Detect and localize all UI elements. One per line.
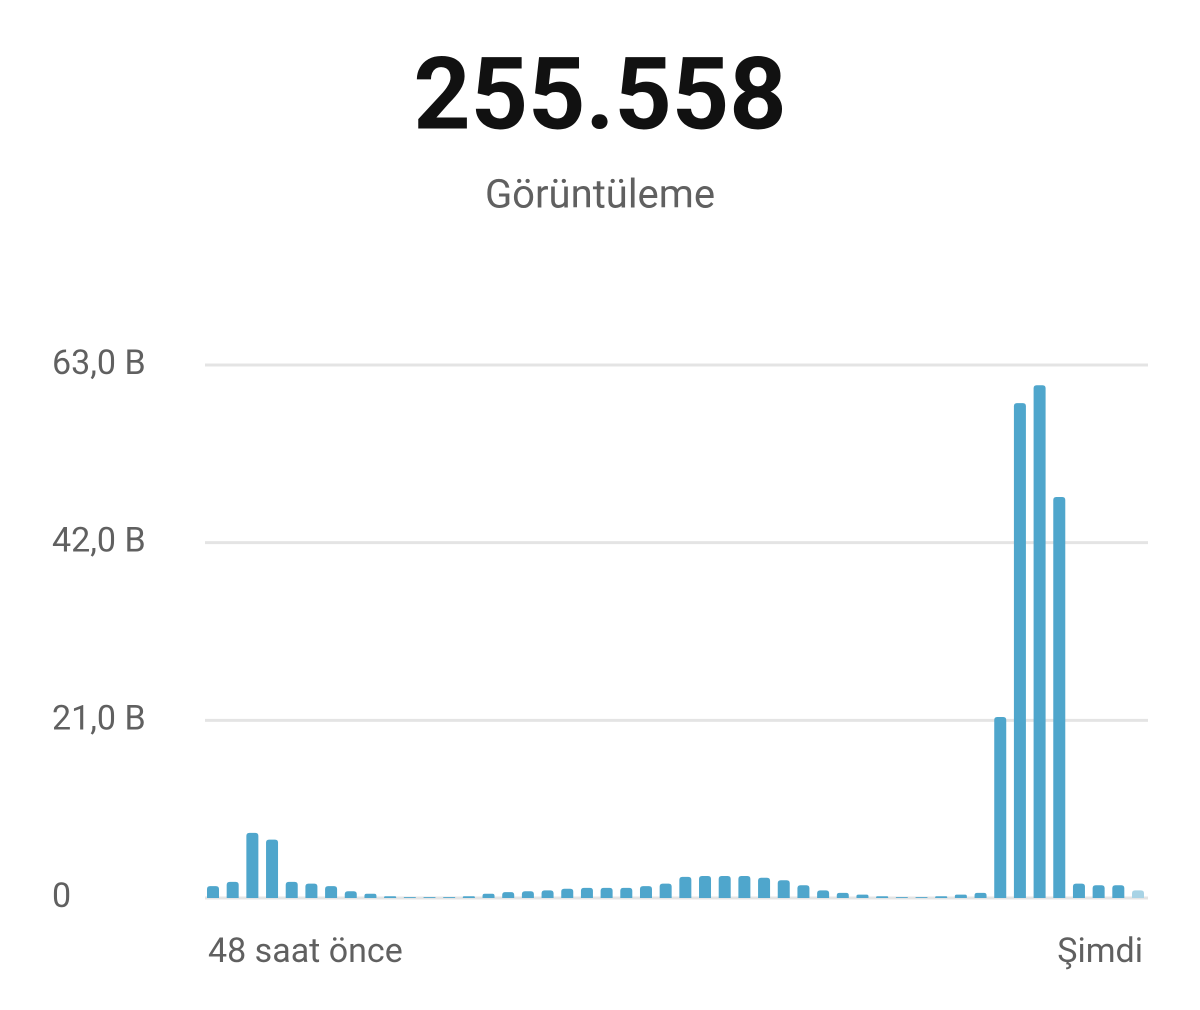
bar bbox=[305, 883, 318, 898]
bar bbox=[836, 892, 849, 898]
bar bbox=[1092, 885, 1105, 898]
bar bbox=[246, 832, 259, 898]
bar bbox=[462, 896, 475, 898]
bar bbox=[207, 886, 219, 898]
bar bbox=[1013, 403, 1026, 898]
x-tick-label: Şimdi bbox=[1057, 931, 1143, 971]
bar bbox=[639, 886, 652, 898]
bar bbox=[541, 890, 554, 898]
bar bbox=[954, 894, 967, 898]
bar bbox=[403, 897, 416, 898]
bar bbox=[1112, 885, 1125, 898]
x-tick-label: 48 saat önce bbox=[208, 931, 403, 971]
metric-label: Görüntüleme bbox=[485, 171, 715, 218]
bar bbox=[659, 883, 672, 898]
y-tick-label: 63,0 B bbox=[52, 343, 146, 383]
bar bbox=[817, 890, 830, 898]
bar bbox=[482, 893, 495, 898]
bar bbox=[699, 876, 712, 898]
bar bbox=[521, 891, 534, 898]
bar bbox=[974, 892, 987, 898]
bar bbox=[679, 876, 692, 898]
bar bbox=[364, 893, 377, 898]
y-tick-label: 21,0 B bbox=[52, 698, 146, 738]
bar bbox=[344, 891, 357, 898]
bar bbox=[226, 881, 239, 898]
bar bbox=[561, 888, 574, 898]
bar bbox=[1072, 883, 1085, 898]
bar bbox=[797, 885, 810, 898]
bar bbox=[738, 876, 751, 898]
bar bbox=[935, 896, 948, 898]
bar bbox=[325, 886, 338, 898]
bar bbox=[1033, 385, 1046, 898]
bar bbox=[876, 896, 889, 898]
y-tick-label: 0 bbox=[52, 876, 71, 916]
bar bbox=[384, 896, 397, 898]
y-tick-label: 42,0 B bbox=[52, 521, 146, 561]
bar bbox=[718, 876, 731, 898]
bar bbox=[285, 881, 298, 898]
bar bbox=[443, 897, 456, 898]
total-views: 255.558 bbox=[413, 36, 786, 153]
bar bbox=[620, 887, 633, 898]
bar bbox=[502, 892, 515, 898]
bar bbox=[600, 887, 613, 898]
bar bbox=[758, 877, 771, 898]
bar bbox=[856, 894, 869, 898]
bar bbox=[423, 897, 436, 898]
bar bbox=[915, 897, 928, 898]
bar bbox=[994, 716, 1007, 898]
bar bbox=[580, 887, 593, 898]
bar bbox=[1132, 890, 1144, 898]
bar bbox=[1053, 496, 1066, 898]
bar bbox=[266, 839, 279, 898]
bar bbox=[895, 897, 908, 898]
bar bbox=[777, 880, 790, 898]
